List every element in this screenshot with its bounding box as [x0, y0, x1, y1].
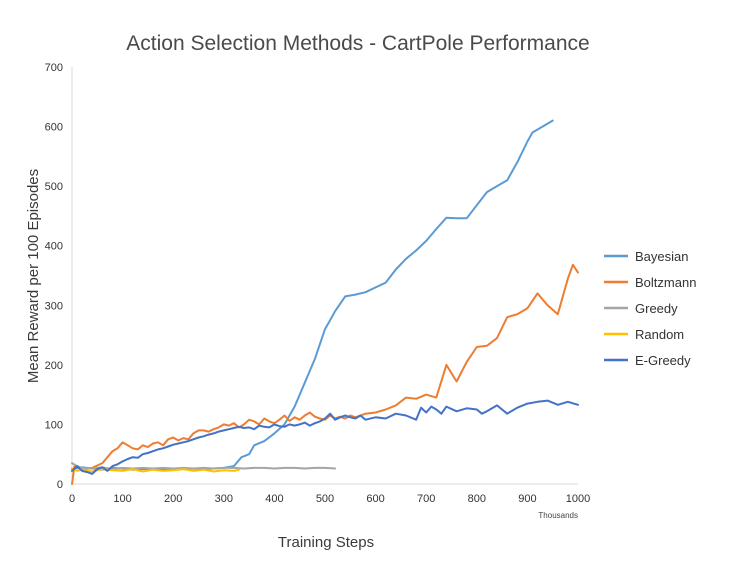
- x-axis-ticks: 0 100 200 300 400 500 600 700 800 900 1000: [69, 493, 590, 505]
- y-axis-title: Mean Reward per 100 Episodes: [25, 169, 42, 383]
- series-line-boltzmann: [71, 263, 579, 485]
- legend-label-bayesian: Bayesian: [635, 249, 688, 264]
- legend-label-e-greedy: E-Greedy: [635, 353, 691, 368]
- x-tick-label: 200: [164, 493, 182, 505]
- x-axis-title: Training Steps: [278, 534, 374, 551]
- x-tick-label: 600: [366, 493, 384, 505]
- x-tick-label: 100: [113, 493, 131, 505]
- y-tick-label: 0: [57, 479, 63, 491]
- x-tick-label: 1000: [566, 493, 590, 505]
- legend-label-greedy: Greedy: [635, 301, 678, 316]
- x-tick-label: 800: [468, 493, 486, 505]
- y-tick-label: 700: [45, 62, 63, 74]
- y-axis-ticks: 0 100 200 300 400 500 600 700: [45, 62, 63, 491]
- legend-label-random: Random: [635, 327, 684, 342]
- x-tick-label: 900: [518, 493, 536, 505]
- legend-label-boltzmann: Boltzmann: [635, 275, 696, 290]
- series-line-greedy: [71, 462, 337, 471]
- series-lines: [71, 119, 579, 485]
- chart-title: Action Selection Methods - CartPole Perf…: [126, 32, 589, 55]
- x-tick-label: 300: [215, 493, 233, 505]
- y-tick-label: 400: [45, 241, 63, 253]
- series-line-random: [71, 467, 240, 473]
- y-tick-label: 300: [45, 300, 63, 312]
- x-tick-label: 700: [417, 493, 435, 505]
- x-tick-label: 500: [316, 493, 334, 505]
- y-tick-label: 100: [45, 419, 63, 431]
- y-tick-label: 600: [45, 122, 63, 134]
- y-tick-label: 500: [45, 181, 63, 193]
- y-tick-label: 200: [45, 360, 63, 372]
- series-line-bayesian: [71, 119, 554, 471]
- series-line-e-greedy: [71, 399, 579, 475]
- legend: Bayesian Boltzmann Greedy Random E-Greedy: [604, 249, 696, 368]
- x-tick-label: 400: [265, 493, 283, 505]
- x-tick-label: 0: [69, 493, 75, 505]
- x-axis-unit: Thousands: [538, 511, 578, 520]
